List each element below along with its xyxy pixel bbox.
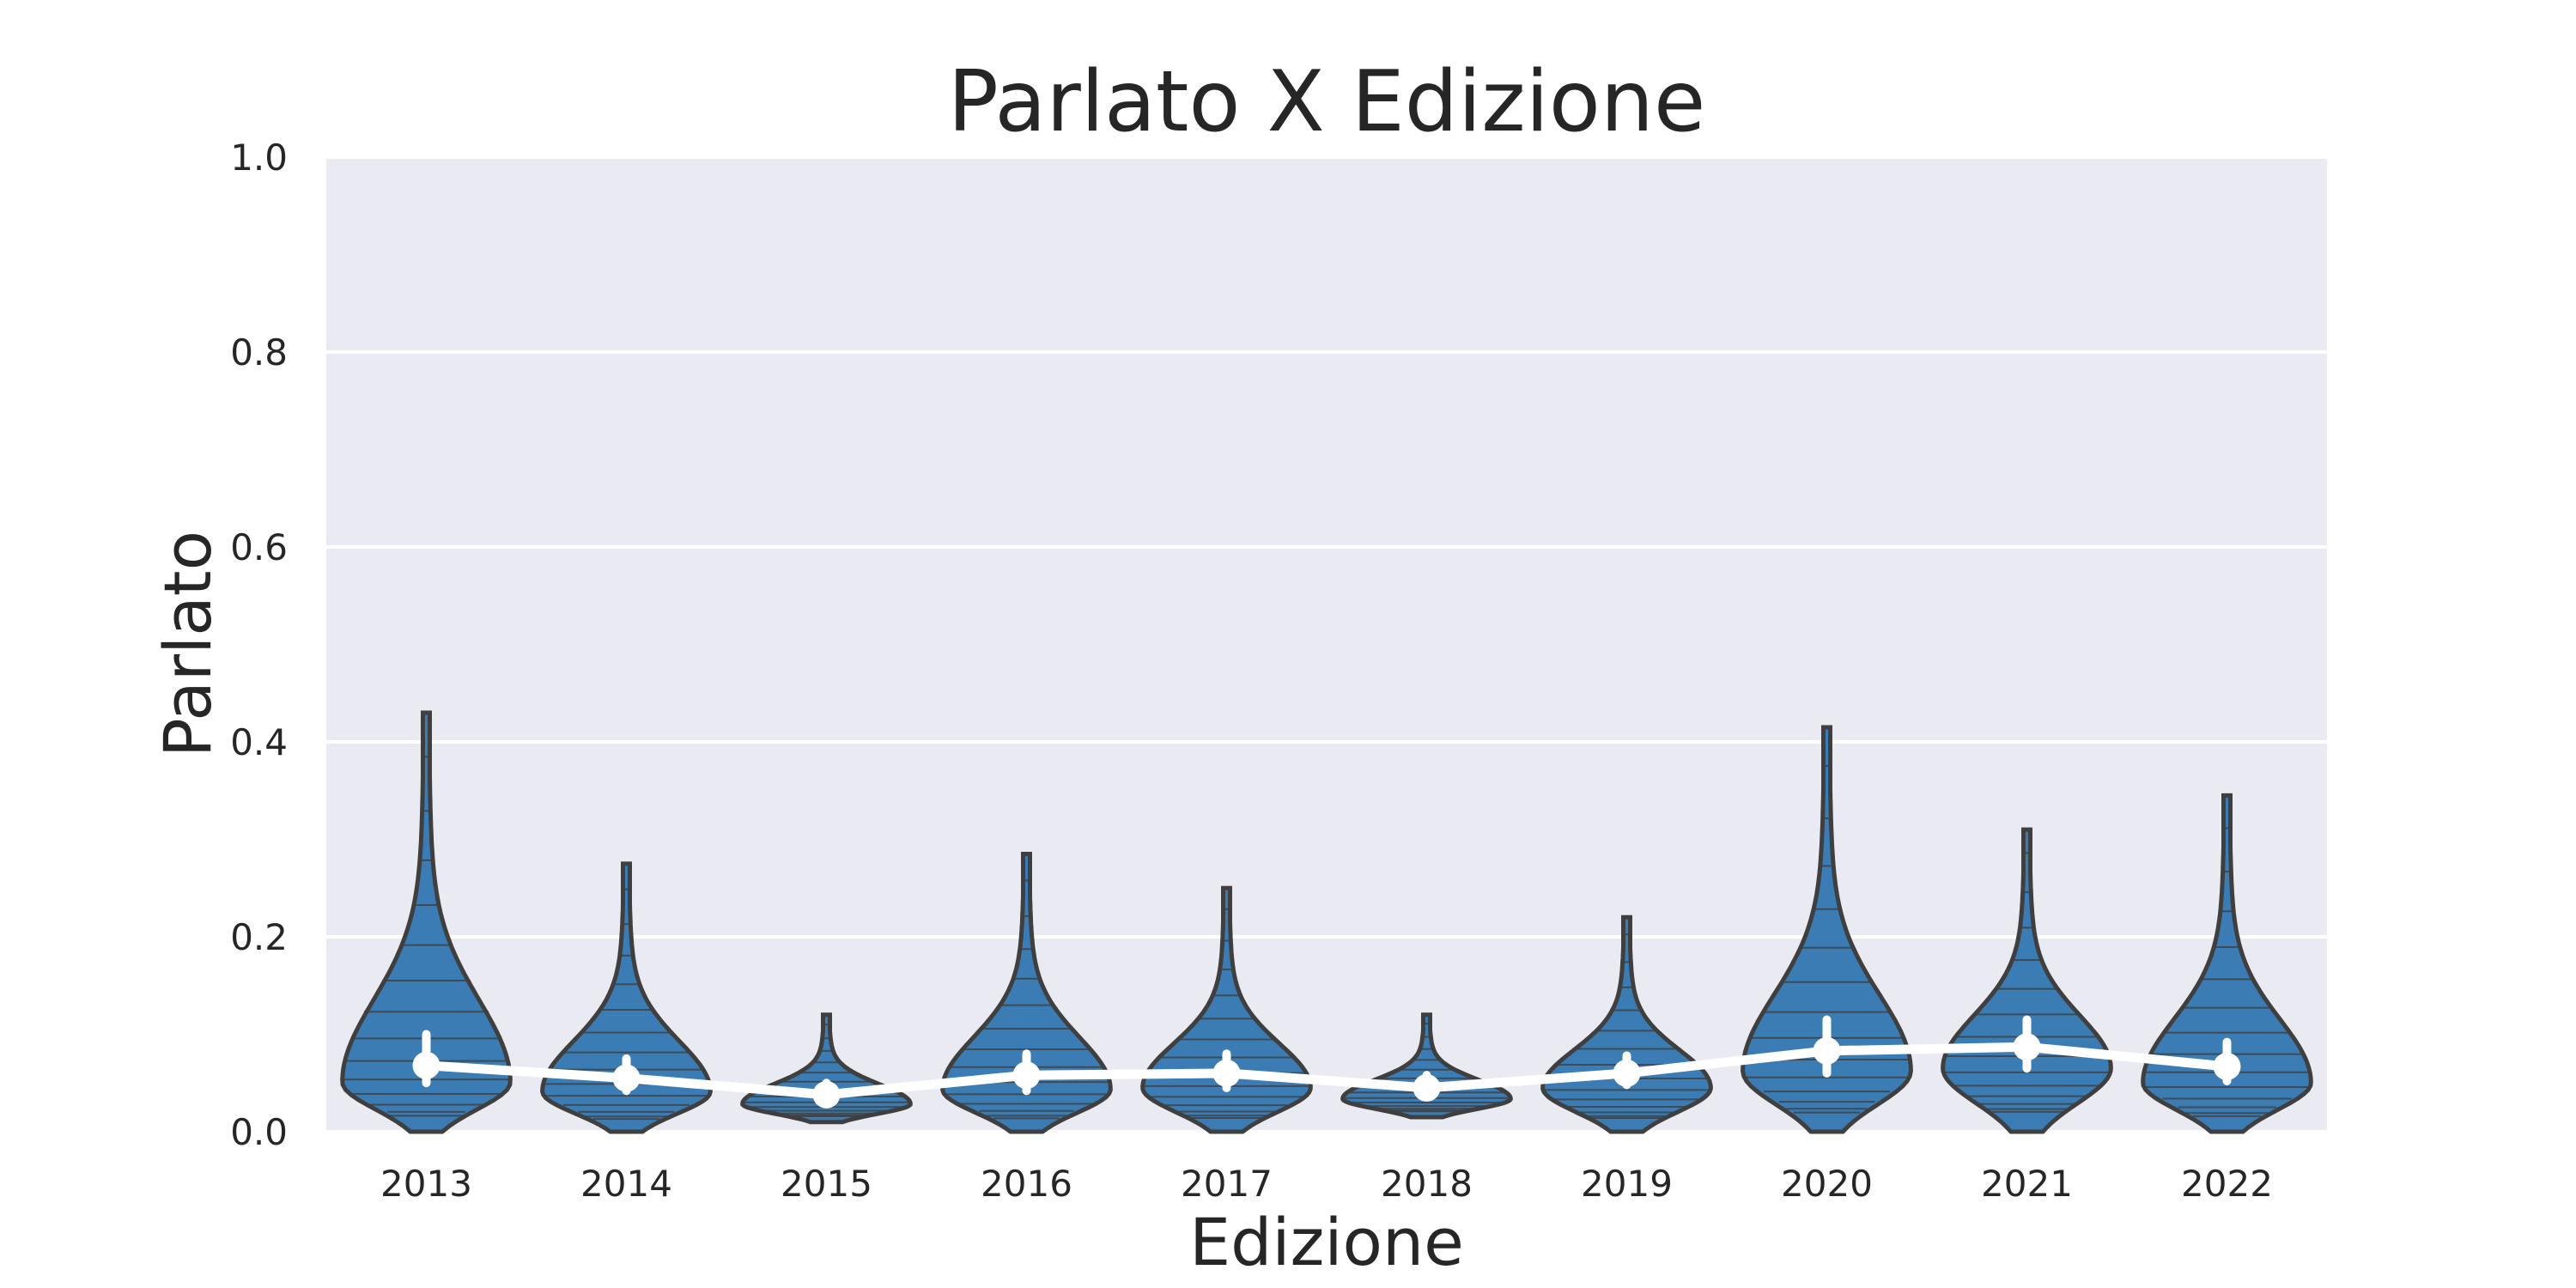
grid-lines bbox=[326, 155, 2327, 1133]
x-tick-label: 2016 bbox=[981, 1163, 1072, 1205]
mean-point bbox=[1413, 1073, 1441, 1102]
y-tick-label: 1.0 bbox=[230, 137, 288, 179]
y-tick-label: 0.4 bbox=[230, 721, 288, 763]
violin-body bbox=[1741, 725, 1913, 1134]
violin-body bbox=[540, 861, 713, 1134]
y-tick-label: 0.6 bbox=[230, 526, 288, 568]
x-tick-labels: 2013 2014 2015 2016 2017 2018 2019 2020 2021 2022 bbox=[380, 1163, 2273, 1205]
x-tick-label: 2014 bbox=[580, 1163, 672, 1205]
mean-point bbox=[1212, 1059, 1241, 1087]
chart-title: Parlato X Edizione bbox=[948, 53, 1706, 151]
violin-2021 bbox=[1941, 827, 2113, 1134]
violin-body bbox=[940, 852, 1113, 1134]
mean-point bbox=[1012, 1061, 1041, 1090]
y-axis-label: Parlato bbox=[149, 531, 226, 757]
violin-body bbox=[2141, 793, 2313, 1134]
mean-point bbox=[812, 1080, 841, 1109]
x-tick-label: 2021 bbox=[1981, 1163, 2073, 1205]
mean-point bbox=[1813, 1036, 1841, 1065]
mean-point bbox=[612, 1064, 641, 1092]
x-tick-label: 2013 bbox=[380, 1163, 472, 1205]
mean-point bbox=[2213, 1052, 2241, 1080]
violin-body bbox=[340, 710, 513, 1134]
x-tick-label: 2022 bbox=[2181, 1163, 2273, 1205]
x-tick-label: 2018 bbox=[1381, 1163, 1473, 1205]
violins bbox=[340, 710, 2313, 1134]
y-tick-label: 0.8 bbox=[230, 331, 288, 374]
x-tick-label: 2017 bbox=[1181, 1163, 1273, 1205]
mean-point bbox=[1613, 1059, 1641, 1087]
plot-background bbox=[326, 157, 2327, 1132]
mean-line bbox=[426, 1042, 2228, 1100]
x-tick-label: 2019 bbox=[1581, 1163, 1673, 1205]
y-tick-labels: 0.0 0.2 0.4 0.6 0.8 1.0 bbox=[230, 137, 288, 1153]
violin-2014 bbox=[540, 861, 713, 1134]
y-tick-label: 0.2 bbox=[230, 916, 288, 958]
x-axis-label: Edizione bbox=[1189, 1204, 1464, 1280]
mean-point bbox=[412, 1051, 440, 1079]
violin-2020 bbox=[1741, 725, 1913, 1134]
mean-point bbox=[2013, 1033, 2041, 1061]
y-tick-label: 0.0 bbox=[230, 1111, 288, 1153]
x-tick-label: 2020 bbox=[1781, 1163, 1873, 1205]
x-tick-label: 2015 bbox=[781, 1163, 872, 1205]
means bbox=[412, 1015, 2241, 1109]
